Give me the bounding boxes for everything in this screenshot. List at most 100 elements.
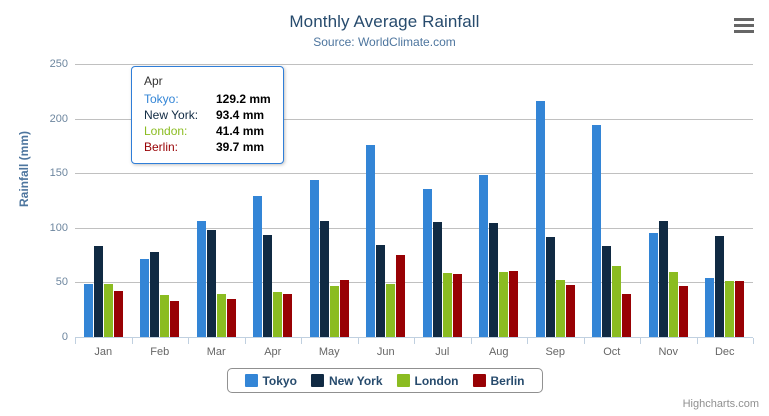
x-axis-tick: [357, 338, 359, 344]
bar-berlin-oct[interactable]: [622, 294, 632, 337]
bar-tokyo-may[interactable]: [309, 179, 319, 337]
hamburger-bar-3: [734, 30, 754, 33]
legend-label: Berlin: [490, 373, 525, 388]
bar-berlin-apr[interactable]: [283, 293, 293, 337]
tooltip-row: Berlin: 39.7 mm: [144, 139, 271, 155]
bar-tokyo-jun[interactable]: [366, 144, 376, 337]
bar-new-york-mar[interactable]: [206, 229, 216, 337]
legend-swatch-icon: [472, 374, 486, 387]
x-axis-tick: [583, 338, 585, 344]
x-axis-tick: [301, 338, 302, 344]
bar-tokyo-nov[interactable]: [648, 232, 658, 337]
bar-london-aug[interactable]: [499, 271, 509, 337]
tooltip-series-name: London:: [144, 124, 188, 138]
bar-new-york-apr[interactable]: [263, 235, 273, 337]
x-axis-tick-label: Mar: [206, 346, 226, 358]
x-axis-tick-label: Sep: [545, 346, 566, 358]
legend-item-tokyo[interactable]: Tokyo: [244, 374, 297, 388]
bar-new-york-oct[interactable]: [602, 245, 612, 337]
legend-item-new-york[interactable]: New York: [310, 373, 383, 388]
x-axis-tick: [696, 338, 698, 344]
bar-tokyo-jul[interactable]: [422, 188, 432, 337]
bar-new-york-jul[interactable]: [432, 222, 442, 337]
x-axis-tick-label: Jan: [94, 346, 113, 358]
tooltip-series-name: New York:: [144, 108, 199, 122]
tooltip-row: New York: 93.4 mm: [144, 107, 271, 123]
bar-london-jul[interactable]: [442, 272, 452, 337]
bar-new-york-dec[interactable]: [715, 236, 725, 337]
x-axis-tick: [244, 338, 246, 344]
bar-london-nov[interactable]: [668, 272, 678, 337]
y-axis-tick-label: 50: [55, 276, 68, 289]
bar-london-may[interactable]: [329, 285, 339, 337]
x-axis-tick-label: Feb: [150, 346, 170, 358]
tooltip-rows: Tokyo: 129.2 mm New York: 93.4 mm London: 41.…: [144, 91, 271, 155]
x-axis-tick: [640, 338, 641, 344]
y-axis-tick-label: 150: [49, 167, 68, 180]
legend-label: New York: [328, 373, 383, 388]
hamburger-bar-2: [734, 24, 754, 27]
bar-tokyo-mar[interactable]: [196, 221, 206, 337]
tooltip-series-value: 41.4 mm: [216, 124, 265, 138]
tooltip-series-value: 129.2 mm: [216, 92, 271, 106]
x-axis-tick-label: Nov: [658, 346, 679, 358]
credits-link[interactable]: Highcharts.com: [682, 398, 759, 410]
bar-berlin-aug[interactable]: [509, 271, 519, 337]
bar-berlin-mar[interactable]: [226, 299, 236, 337]
bar-berlin-nov[interactable]: [678, 285, 688, 337]
bar-tokyo-apr[interactable]: [253, 195, 263, 337]
chart-subtitle: Source: WorldClimate.com: [313, 35, 456, 49]
x-axis-labels: Jan Feb Mar Apr May Jun Jul Aug Sep Oct Nov Dec: [75, 338, 754, 364]
bar-berlin-sep[interactable]: [565, 285, 575, 337]
tooltip-header: Apr: [144, 74, 163, 88]
bar-new-york-jun[interactable]: [376, 245, 386, 337]
legend-item-london[interactable]: London: [396, 373, 459, 388]
bar-berlin-jan[interactable]: [113, 290, 123, 337]
legend-swatch-icon: [244, 374, 258, 387]
bar-tokyo-oct[interactable]: [592, 125, 602, 337]
bar-london-apr[interactable]: [273, 291, 283, 337]
y-axis-tick-label: 0: [61, 331, 68, 343]
x-axis-tick-label: Oct: [603, 346, 621, 358]
bar-berlin-may[interactable]: [339, 279, 349, 337]
bar-new-york-aug[interactable]: [489, 223, 499, 337]
bar-berlin-jun[interactable]: [396, 254, 406, 337]
bar-berlin-jul[interactable]: [452, 274, 462, 337]
y-axis-labels: 0 50 100 150 200 250: [0, 58, 68, 343]
bar-tokyo-jan[interactable]: [83, 283, 93, 337]
legend-label: London: [414, 373, 459, 388]
bar-new-york-feb[interactable]: [150, 251, 160, 337]
bar-london-mar[interactable]: [216, 294, 226, 337]
gridline: [75, 282, 753, 284]
legend-item-berlin[interactable]: Berlin: [472, 373, 525, 388]
bar-tokyo-feb[interactable]: [140, 259, 150, 337]
bar-london-oct[interactable]: [612, 265, 622, 337]
y-axis-tick-label: 200: [49, 112, 68, 125]
plot-area: [75, 64, 753, 337]
bar-berlin-dec[interactable]: [735, 281, 745, 337]
bar-new-york-sep[interactable]: [545, 237, 555, 337]
bar-new-york-may[interactable]: [319, 221, 329, 337]
gridline: [75, 64, 753, 65]
bar-berlin-feb[interactable]: [170, 300, 180, 337]
bar-new-york-nov[interactable]: [658, 220, 668, 337]
bar-tokyo-aug[interactable]: [479, 174, 489, 337]
bar-london-dec[interactable]: [725, 281, 735, 337]
tooltip-series-value: 39.7 mm: [216, 140, 265, 154]
bar-london-jun[interactable]: [386, 284, 396, 337]
tooltip-series-value: 93.4 mm: [216, 108, 265, 122]
bar-london-sep[interactable]: [555, 279, 565, 337]
gridline: [75, 173, 753, 175]
chart-title: Monthly Average Rainfall: [289, 12, 480, 31]
y-axis-tick-label: 100: [49, 221, 68, 234]
x-axis-tick-label: Jun: [376, 346, 395, 358]
x-axis-tick-label: Apr: [264, 346, 282, 358]
hamburger-menu-icon[interactable]: [731, 14, 757, 36]
bar-new-york-jan[interactable]: [93, 246, 103, 337]
bar-tokyo-sep[interactable]: [535, 100, 545, 337]
bar-london-jan[interactable]: [103, 283, 113, 337]
legend: Tokyo New York London Berlin: [226, 368, 543, 393]
tooltip-series-name: Berlin:: [144, 140, 179, 154]
bar-london-feb[interactable]: [160, 294, 170, 337]
bar-tokyo-dec[interactable]: [705, 277, 715, 337]
